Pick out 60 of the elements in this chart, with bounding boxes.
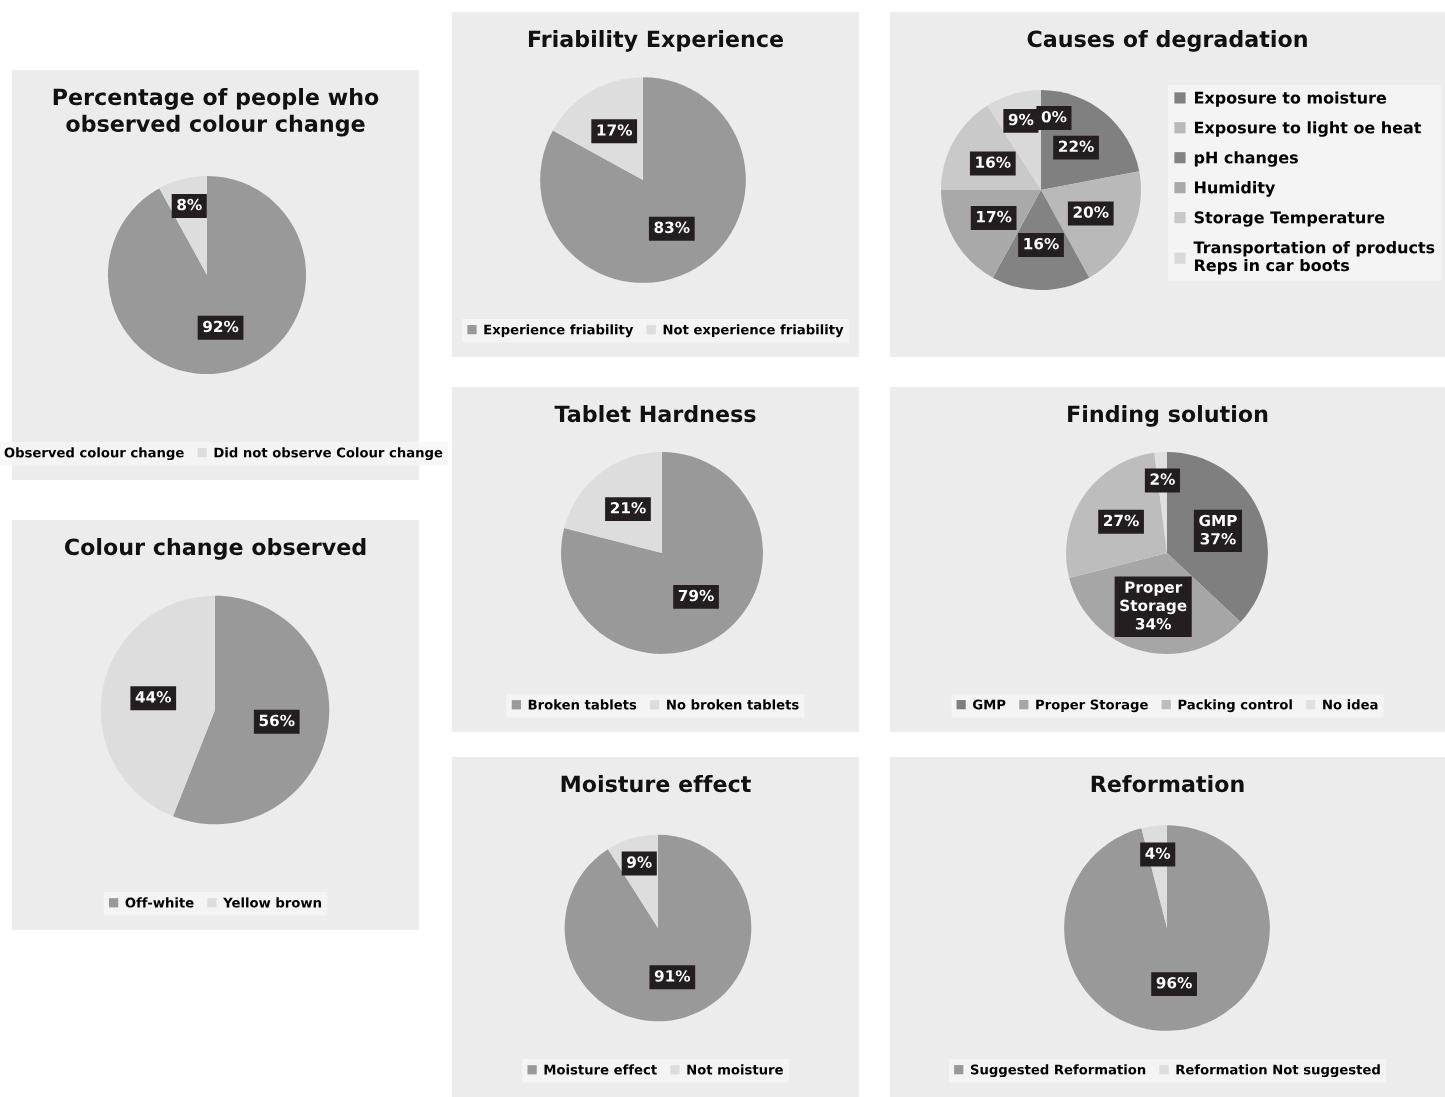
data-label: 16% — [1024, 237, 1059, 250]
data-label: 8% — [177, 198, 202, 211]
chart-title: Friability Experience — [528, 30, 783, 52]
chart-title: Finding solution — [1068, 405, 1268, 427]
legend-label: Off-white — [125, 897, 194, 908]
data-label: 20% — [1073, 206, 1109, 218]
pie-slice — [1064, 825, 1270, 1031]
legend-label: Reformation Not suggested — [1176, 1064, 1380, 1078]
chart-title: Reformation — [1091, 775, 1244, 793]
legend-label: Transportation of products Reps in car boots — [1193, 241, 1435, 275]
legend-label: Not moisture — [687, 1064, 783, 1075]
legend-label: Yellow brown — [223, 897, 321, 908]
data-label: 2% — [1150, 473, 1175, 485]
text: Causes of degradation — [1027, 30, 1307, 52]
legend-label: No broken tablets — [667, 699, 799, 710]
legend-label: Packing control — [1178, 699, 1292, 713]
pie-slice — [540, 77, 746, 283]
data-label: 44% — [135, 691, 172, 703]
chart-title: Moisture effect — [561, 775, 751, 793]
pie-slice — [172, 595, 330, 825]
data-label: GMP 37% — [1199, 514, 1237, 545]
data-label: 27% — [1104, 514, 1139, 527]
legend-label: Exposure to moisture — [1195, 91, 1387, 107]
legend-label: Proper Storage — [1036, 699, 1148, 713]
legend-label: Did not observe Colour change — [214, 447, 443, 461]
pie-slice — [107, 175, 307, 375]
pie-slice — [100, 595, 215, 817]
pie-slice — [561, 452, 763, 654]
legend-label: Storage Temperature — [1194, 211, 1385, 227]
data-label: Proper Storage 34% — [1120, 581, 1187, 630]
data-label: 83% — [654, 221, 690, 234]
legend-label: Experience friability — [484, 324, 634, 338]
data-label: 17% — [597, 124, 632, 136]
pie-slice — [564, 834, 752, 1022]
data-label: 56% — [259, 714, 295, 727]
legend-label: Broken tablets — [528, 699, 637, 710]
data-label: 92% — [203, 320, 239, 333]
slice-label: Observed colour change — [4, 447, 184, 461]
text: 0% — [1041, 110, 1067, 123]
legend-label: pH changes — [1194, 151, 1298, 167]
data-label: 21% — [610, 502, 646, 514]
chart-title: Percentage of people who observed colour change — [53, 88, 379, 137]
data-label: 16% — [976, 156, 1011, 168]
data-label: 91% — [654, 970, 691, 982]
data-label: 17% — [977, 210, 1012, 223]
legend-label: Moisture effect — [544, 1064, 657, 1075]
chart-title: Tablet Hardness — [554, 405, 756, 423]
chart-title: Colour change observed — [64, 538, 366, 560]
data-label: 4% — [1145, 847, 1171, 859]
legend-label: Exposure to light oe heat — [1195, 121, 1422, 137]
data-label: 9% — [627, 856, 652, 868]
legend-label: Humidity — [1195, 181, 1276, 197]
legend-label: No idea — [1323, 699, 1378, 710]
data-label: 96% — [1156, 977, 1192, 989]
legend-label: GMP — [973, 699, 1006, 710]
legend-label: Suggested Reformation — [970, 1064, 1146, 1078]
data-label: 79% — [678, 589, 714, 602]
data-label: 9% — [1008, 113, 1034, 126]
data-label: 22% — [1058, 140, 1094, 153]
legend-label: Not experience friability — [663, 324, 844, 338]
